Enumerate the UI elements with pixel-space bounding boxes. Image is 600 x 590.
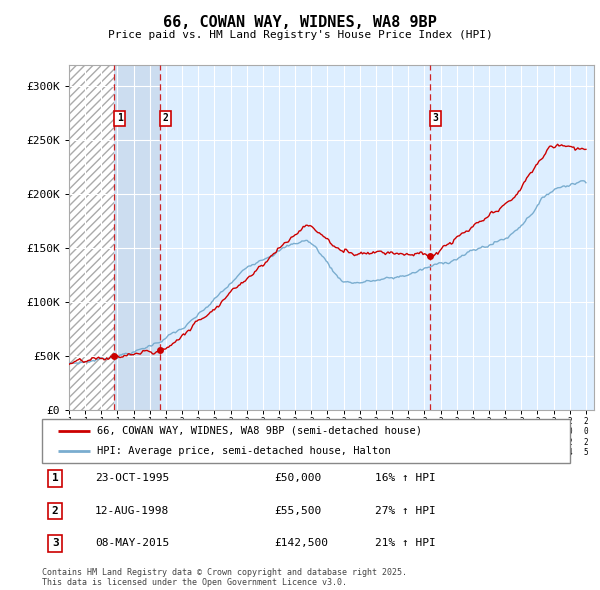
Text: £142,500: £142,500 <box>274 539 328 548</box>
Text: 2: 2 <box>52 506 59 516</box>
Text: 08-MAY-2015: 08-MAY-2015 <box>95 539 169 548</box>
Text: Contains HM Land Registry data © Crown copyright and database right 2025.
This d: Contains HM Land Registry data © Crown c… <box>42 568 407 587</box>
Bar <box>115 65 160 410</box>
Bar <box>69 65 115 410</box>
Text: 23-OCT-1995: 23-OCT-1995 <box>95 474 169 483</box>
Text: 2: 2 <box>162 113 168 123</box>
Text: 1: 1 <box>117 113 122 123</box>
Text: Price paid vs. HM Land Registry's House Price Index (HPI): Price paid vs. HM Land Registry's House … <box>107 30 493 40</box>
Text: 16% ↑ HPI: 16% ↑ HPI <box>374 474 436 483</box>
Text: 12-AUG-1998: 12-AUG-1998 <box>95 506 169 516</box>
Text: £50,000: £50,000 <box>274 474 322 483</box>
Text: £55,500: £55,500 <box>274 506 322 516</box>
Text: 21% ↑ HPI: 21% ↑ HPI <box>374 539 436 548</box>
Text: 3: 3 <box>52 539 59 548</box>
Text: 66, COWAN WAY, WIDNES, WA8 9BP (semi-detached house): 66, COWAN WAY, WIDNES, WA8 9BP (semi-det… <box>97 426 422 436</box>
Text: 1: 1 <box>52 474 59 483</box>
Text: 27% ↑ HPI: 27% ↑ HPI <box>374 506 436 516</box>
Text: 66, COWAN WAY, WIDNES, WA8 9BP: 66, COWAN WAY, WIDNES, WA8 9BP <box>163 15 437 30</box>
Text: 3: 3 <box>433 113 439 123</box>
Text: HPI: Average price, semi-detached house, Halton: HPI: Average price, semi-detached house,… <box>97 446 391 456</box>
